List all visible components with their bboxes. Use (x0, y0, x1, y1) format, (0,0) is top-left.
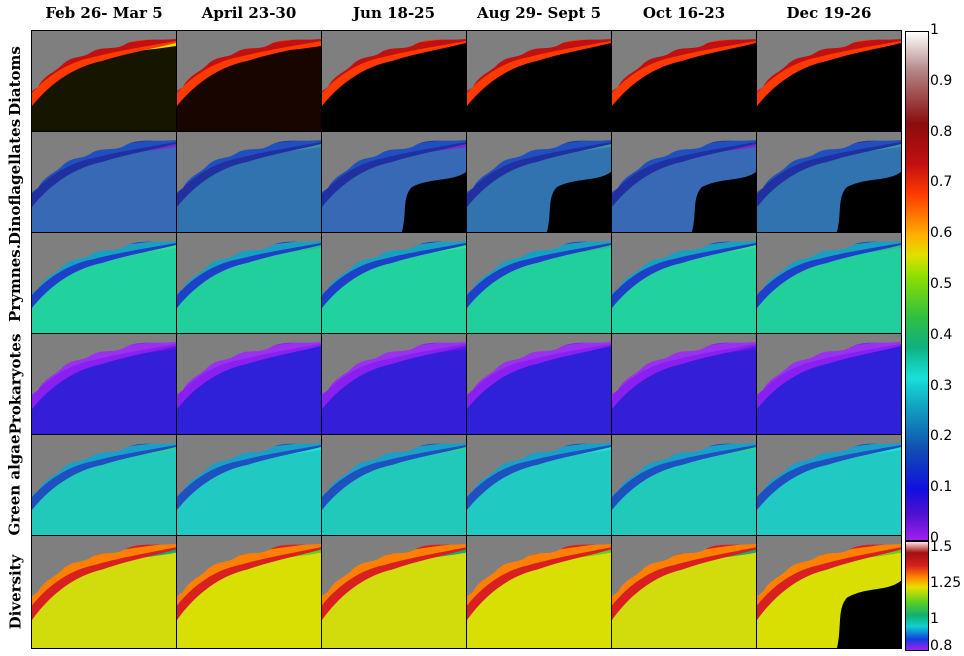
map-tile (31, 333, 177, 435)
colorbar-tick-label: 0.6 (930, 225, 953, 242)
colorbar-tick-label: 0.4 (930, 326, 953, 343)
map-tile (611, 30, 757, 132)
map-tile (176, 333, 322, 435)
row-title-prokaryotes: Prokaryotes (6, 333, 24, 435)
colorbar-tick-label: 0.7 (930, 174, 953, 191)
map-tile (321, 232, 467, 334)
map-tile (321, 434, 467, 536)
row-title-dinoflagellates: Dinoflagellates (6, 118, 24, 246)
map-tile (466, 434, 612, 536)
colorbar-tick-label: 0.3 (930, 377, 953, 394)
map-tile (31, 131, 177, 233)
map-tile (611, 535, 757, 649)
map-tile (321, 30, 467, 132)
row-title-diatoms: Diatoms (6, 46, 24, 116)
map-tile (466, 131, 612, 233)
map-tile (176, 232, 322, 334)
map-tile (466, 535, 612, 649)
column-title-4: Aug 29- Sept 5 (476, 4, 602, 22)
map-tile (321, 333, 467, 435)
colorbar-tick-label: 0.8 (930, 123, 953, 140)
row-title-green-algae: Green algae (6, 434, 25, 536)
map-tile (31, 232, 177, 334)
map-tile (756, 232, 902, 334)
colorbar-diversity (905, 541, 929, 651)
map-tile (756, 535, 902, 649)
column-title-2: April 23-30 (201, 4, 297, 22)
colorbar-tick-label: 0.8 (930, 638, 953, 654)
colorbar-tick-label: 0 (930, 530, 939, 546)
map-tile (31, 30, 177, 132)
map-tile (756, 333, 902, 435)
colorbar-tick-label: 1.25 (930, 575, 962, 592)
map-tile (176, 535, 322, 649)
column-title-5: Oct 16-23 (642, 4, 726, 22)
map-tile (31, 434, 177, 536)
map-tile (176, 434, 322, 536)
map-tile (31, 535, 177, 649)
colorbar-tick-label: 0.9 (930, 72, 953, 89)
row-title-prymnes: Prymnes. (6, 244, 25, 322)
colorbar-tick-label: 0.1 (930, 479, 953, 496)
map-tile (466, 30, 612, 132)
map-tile (321, 535, 467, 649)
map-tile (611, 434, 757, 536)
colorbar-tick-label: 1 (930, 22, 939, 38)
colorbar-tick-label: 1 (930, 611, 939, 628)
colorbar-tick-label: 0.2 (930, 428, 953, 445)
map-tile (176, 30, 322, 132)
map-tile (611, 131, 757, 233)
map-tile (321, 131, 467, 233)
colorbar-tick-label: 1.5 (930, 539, 953, 556)
column-title-1: Feb 26- Mar 5 (45, 4, 163, 22)
colorbar-tick-label: 0.5 (930, 276, 953, 292)
map-tile (466, 333, 612, 435)
colorbar-fraction (905, 31, 929, 541)
map-tile (756, 30, 902, 132)
map-tile (176, 131, 322, 233)
map-tile (756, 131, 902, 233)
map-tile (611, 333, 757, 435)
map-tile (756, 434, 902, 536)
column-title-3: Jun 18-25 (352, 4, 436, 22)
map-tile (466, 232, 612, 334)
column-title-6: Dec 19-26 (786, 4, 872, 22)
map-tile (611, 232, 757, 334)
row-title-diversity: Diversity (6, 554, 24, 630)
